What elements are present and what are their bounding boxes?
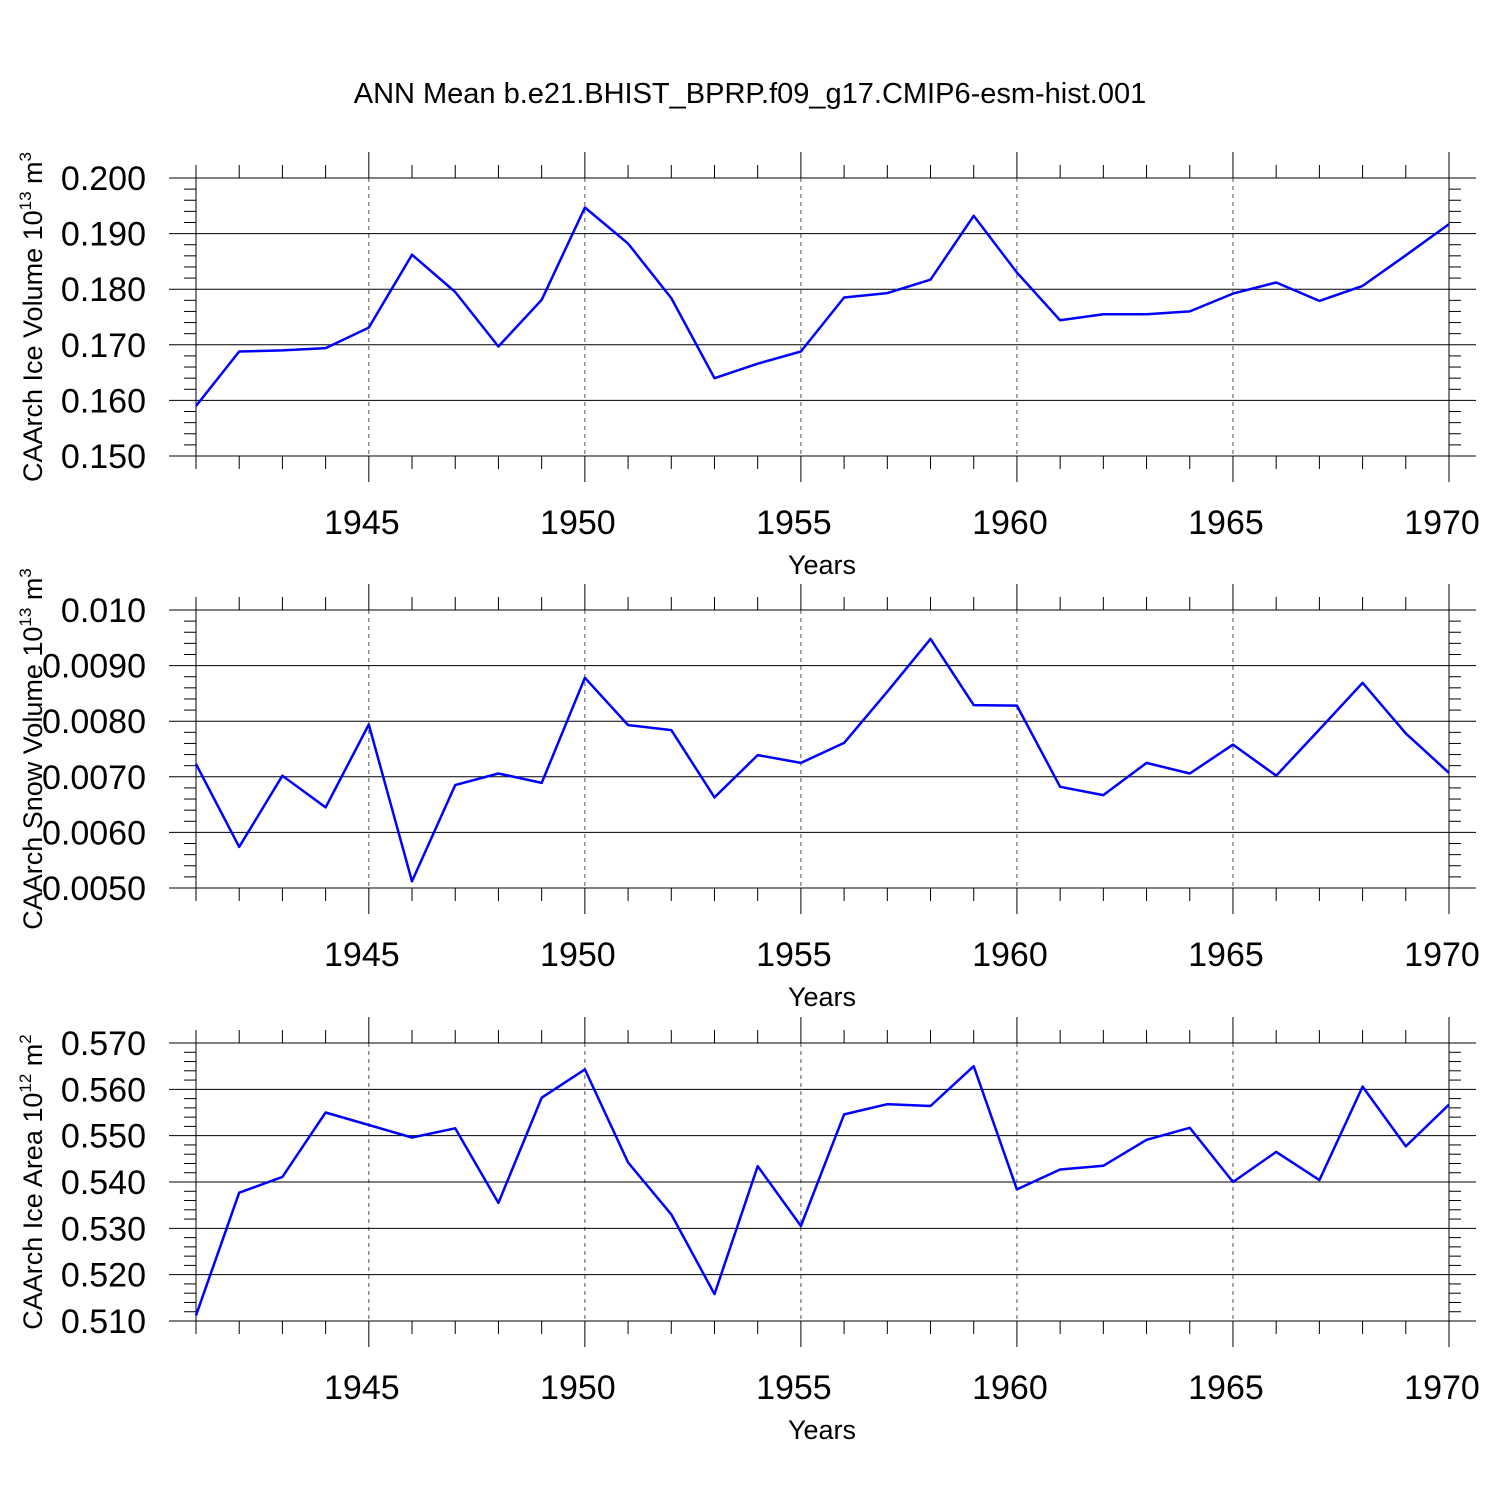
x-tick-label: 1955 [756,504,832,542]
y-tick-label: 0.200 [61,160,146,198]
y-tick-label: 0.160 [61,382,146,420]
x-tick-label: 1965 [1188,1369,1264,1407]
x-tick-label: 1950 [540,504,616,542]
y-tick-label: 0.540 [61,1164,146,1202]
panel-3: 0.510 0.520 0.530 0.540 0.550 0.560 0.570 1945 1… [16,1017,1480,1445]
x-tick-label: 1945 [324,936,400,974]
series-line [196,1066,1449,1315]
x-tick-label: 1965 [1188,936,1264,974]
y-tick-label: 0.0070 [42,759,146,797]
x-tick-label: 1950 [540,936,616,974]
x-tick-label: 1960 [972,936,1048,974]
series-line [196,639,1449,881]
x-tick-label: 1945 [324,504,400,542]
x-axis-title: Years [788,982,856,1012]
x-tick-label: 1955 [756,936,832,974]
x-tick-label: 1960 [972,504,1048,542]
y-tick-label: 0.170 [61,327,146,365]
x-tick-label: 1965 [1188,504,1264,542]
y-axis-title: CAArch Snow Volume 1013 m3 [16,568,48,930]
y-tick-label: 0.0080 [42,703,146,741]
panel-1: 0.150 0.160 0.170 0.180 0.190 0.200 1945 1950 19… [16,152,1480,580]
y-tick-label: 0.180 [61,271,146,309]
y-tick-label: 0.0060 [42,814,146,852]
y-tick-label: 0.560 [61,1071,146,1109]
x-tick-label: 1955 [756,1369,832,1407]
figure-title: ANN Mean b.e21.BHIST_BPRP.f09_g17.CMIP6-… [0,78,1500,111]
y-tick-label: 0.190 [61,216,146,254]
y-tick-label: 0.0050 [42,870,146,908]
y-tick-label: 0.570 [61,1025,146,1063]
y-tick-label: 0.520 [61,1257,146,1295]
x-tick-label: 1950 [540,1369,616,1407]
y-axis-title: CAArch Ice Area 1012 m2 [16,1034,48,1330]
x-tick-label: 1970 [1404,1369,1480,1407]
y-tick-label: 0.010 [61,592,146,630]
panel-2: 0.0050 0.0060 0.0070 0.0080 0.0090 0.010 1945 1… [16,568,1480,1012]
y-tick-label: 0.150 [61,438,146,476]
y-tick-label: 0.550 [61,1118,146,1156]
y-axis-title: CAArch Ice Volume 1013 m3 [16,152,48,482]
x-tick-label: 1945 [324,1369,400,1407]
y-tick-label: 0.510 [61,1303,146,1341]
x-axis-title: Years [788,550,856,580]
x-tick-label: 1960 [972,1369,1048,1407]
x-tick-label: 1970 [1404,936,1480,974]
y-tick-label: 0.0090 [42,648,146,686]
series-line [196,208,1449,407]
y-tick-label: 0.530 [61,1210,146,1248]
x-axis-title: Years [788,1415,856,1445]
x-tick-label: 1970 [1404,504,1480,542]
